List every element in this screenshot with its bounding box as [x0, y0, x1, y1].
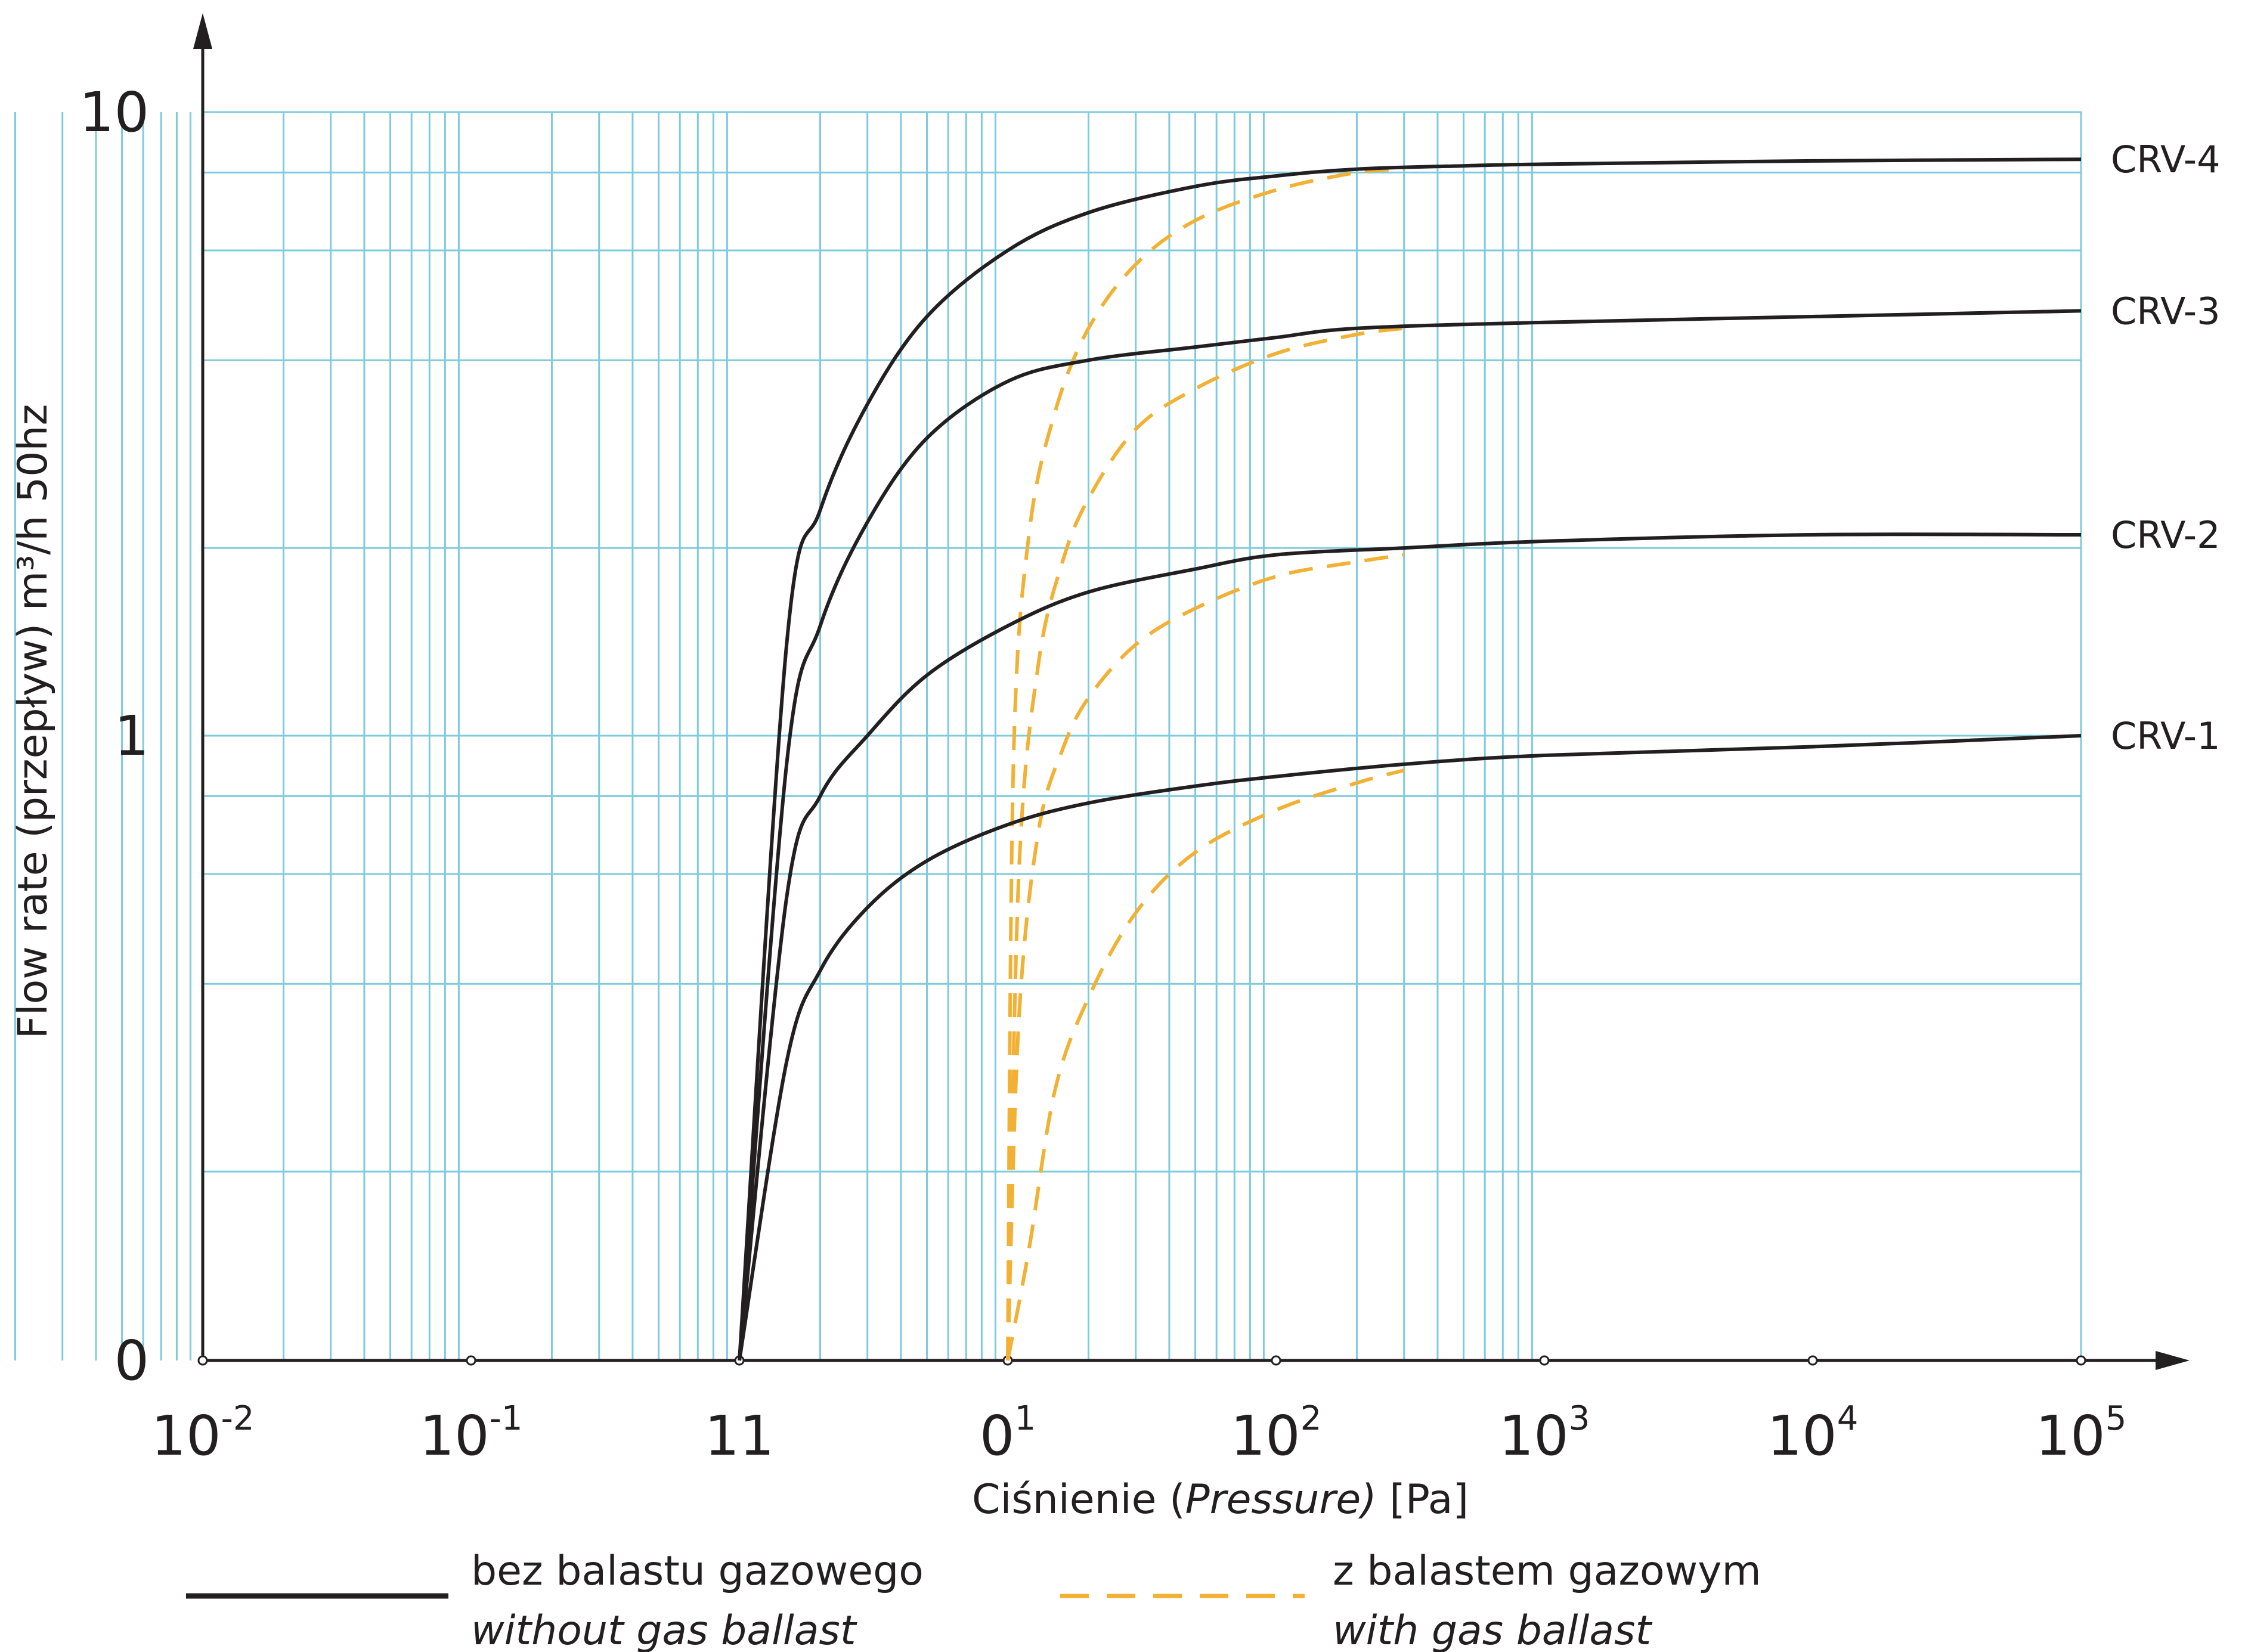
series-crv-1-with-ballast-line: [1006, 768, 1405, 1361]
y-tick-label: 0: [114, 1329, 149, 1393]
x-tick-label: 104: [1767, 1399, 1859, 1468]
x-tick-exponent: 3: [1569, 1399, 1590, 1438]
x-axis-tick-mark: [2076, 1355, 2086, 1366]
legend-solid-line2: without gas ballast: [471, 1607, 857, 1652]
legend-solid-line1: bez balastu gazowego: [471, 1548, 924, 1595]
legend: bez balastu gazowego without gas ballast…: [186, 1548, 1761, 1652]
y-tick-label: 1: [114, 704, 149, 768]
x-tick-base: 11: [704, 1404, 774, 1468]
x-axis-tick-mark: [466, 1355, 476, 1366]
series-crv-4-without-ballast-line: [738, 157, 2082, 1361]
x-axis-arrow: [2156, 1351, 2190, 1370]
series-crv-1-without-ballast-line: [738, 734, 2082, 1361]
x-tick-label: 103: [1499, 1399, 1590, 1468]
series-crv-4-with-ballast-line: [1006, 167, 1404, 1361]
series-crv-2-without-ballast-line: [738, 532, 2082, 1361]
x-tick-base: 10: [1767, 1404, 1837, 1468]
series-label-crv-3: CRV-3: [2111, 289, 2221, 333]
x-tick-label: 11: [704, 1404, 774, 1468]
x-tick-exponent: -1: [490, 1399, 523, 1438]
x-axis-title: Ciśnienie (Pressure) [Pa]: [972, 1476, 1469, 1523]
x-tick-labels: 10-2 10-1 11 01 102 103 104 105: [151, 1399, 2127, 1468]
x-axis-title-italic: Pressure): [1185, 1476, 1377, 1523]
x-tick-label: 105: [2036, 1399, 2127, 1468]
x-axis-title-prefix: Ciśnienie (: [972, 1476, 1185, 1523]
series-labels: CRV-4 CRV-3 CRV-2 CRV-1: [2111, 138, 2221, 758]
legend-dashed-line2: with gas ballast: [1333, 1607, 1652, 1652]
axes: [193, 13, 2190, 1370]
x-axis-tick-mark: [1271, 1355, 1281, 1366]
series-crv-3-with-ballast-line: [1006, 326, 1405, 1361]
x-tick-label: 102: [1231, 1399, 1322, 1468]
x-axis-tick-mark: [197, 1355, 208, 1366]
x-tick-label: 10-1: [420, 1399, 523, 1468]
x-tick-base: 10: [1231, 1404, 1300, 1468]
legend-dashed-line1: z balastem gazowym: [1333, 1548, 1761, 1595]
x-tick-base: 10: [151, 1404, 221, 1468]
series-label-crv-1: CRV-1: [2111, 714, 2221, 758]
x-tick-exponent: 4: [1837, 1399, 1859, 1438]
x-axis-title-suffix: [Pa]: [1377, 1476, 1469, 1523]
x-axis-tick-mark: [1807, 1355, 1818, 1366]
y-tick-label: 10: [79, 80, 149, 144]
y-axis-title: Flow rate (przepływ) m³/h 50hz: [10, 404, 57, 1039]
series-crv-3-without-ballast-line: [738, 309, 2082, 1361]
series-label-crv-4: CRV-4: [2111, 138, 2221, 181]
grid: [14, 111, 2082, 1362]
x-tick-exponent: 5: [2105, 1399, 2127, 1438]
x-tick-base: 10: [1499, 1404, 1569, 1468]
x-tick-exponent: 2: [1300, 1399, 1322, 1438]
x-tick-label: 01: [980, 1399, 1036, 1468]
series-lines: [738, 157, 2082, 1361]
x-tick-base: 10: [2036, 1404, 2105, 1468]
series-crv-2-with-ballast-line: [1006, 553, 1405, 1361]
x-tick-base: 0: [980, 1404, 1015, 1468]
x-tick-label: 10-2: [151, 1399, 255, 1468]
y-axis-arrow: [193, 13, 212, 49]
x-tick-exponent: -2: [221, 1399, 255, 1438]
x-tick-exponent: 1: [1014, 1399, 1036, 1438]
x-tick-base: 10: [420, 1404, 490, 1468]
x-axis-tick-mark: [1539, 1355, 1550, 1366]
series-label-crv-2: CRV-2: [2111, 513, 2221, 557]
